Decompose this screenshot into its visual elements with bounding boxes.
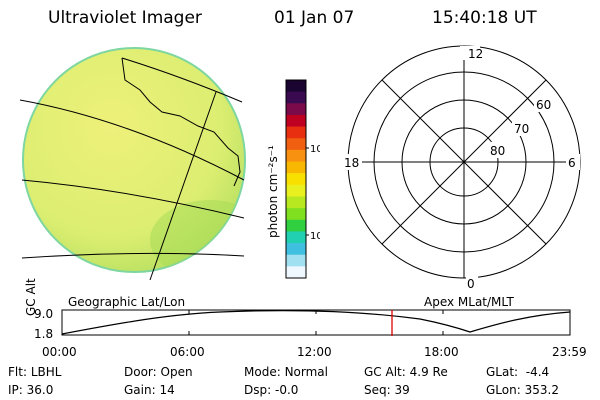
time-readout: 15:40:18 UT: [432, 8, 537, 28]
mlt-label-6: 6: [568, 156, 576, 170]
colorbar-band: [286, 103, 306, 116]
mlt-label-18: 18: [344, 156, 359, 170]
date-readout: 01 Jan 07: [274, 8, 355, 28]
colorbar: 100 10 photon cm⁻²s⁻¹: [266, 79, 320, 279]
info-mode-value: Normal: [284, 365, 328, 379]
colorbar-band: [286, 161, 306, 174]
info-glon-value: 353.2: [524, 383, 559, 397]
timeline-y-bottom: 1.8: [34, 327, 54, 341]
timeline-y-top: 9.0: [34, 307, 54, 321]
info-seq: Seq: 39: [364, 383, 410, 397]
info-door: Door: Open: [124, 365, 193, 379]
uv-image-panel: [19, 47, 246, 281]
info-door-value: Open: [160, 365, 193, 379]
colorbar-band: [286, 219, 306, 232]
timeline-tick-2359: 23:59: [552, 345, 587, 359]
altitude-curve: [61, 310, 571, 335]
colorbar-band: [286, 196, 306, 209]
timeline-right-title: Apex MLat/MLT: [424, 295, 514, 309]
info-gain-value: 14: [159, 383, 175, 397]
timeline-plot: [61, 309, 571, 336]
colorbar-band: [286, 243, 306, 256]
colorbar-unit-label: photon cm⁻²s⁻¹: [266, 145, 280, 238]
mlat-label-70: 70: [514, 122, 529, 136]
info-gc-alt: GC Alt: 4.9 Re: [364, 365, 448, 379]
colorbar-band: [286, 91, 306, 104]
timeline-tick-0000: 00:00: [42, 345, 77, 359]
info-filter: Flt: LBHL: [8, 365, 62, 379]
mlt-label-0: 0: [467, 277, 475, 291]
colorbar-band: [286, 184, 306, 197]
colorbar-band: [286, 126, 306, 139]
timeline-tick-0600: 06:00: [170, 345, 205, 359]
polar-grid: [347, 45, 581, 279]
colorbar-tick-100: 100: [310, 144, 320, 155]
colorbar-band: [286, 173, 306, 186]
colorbar-band: [286, 266, 306, 279]
lat-lon-grid: [19, 57, 245, 281]
mlat-label-80: 80: [490, 144, 505, 158]
info-seq-value: 39: [394, 383, 410, 397]
colorbar-band: [286, 254, 306, 267]
mlt-label-12: 12: [468, 47, 483, 61]
colorbar-band: [286, 208, 306, 221]
info-dsp-value: -0.0: [274, 383, 299, 397]
colorbar-band: [286, 80, 306, 93]
info-glon: GLon: 353.2: [486, 383, 559, 397]
info-gc-alt-value: 4.9 Re: [409, 365, 448, 379]
info-glat-value: -4.4: [525, 365, 550, 379]
colorbar-band: [286, 149, 306, 163]
timeline-tick-1800: 18:00: [424, 345, 459, 359]
mlat-label-60: 60: [536, 98, 551, 112]
app-title: Ultraviolet Imager: [48, 8, 202, 28]
polar-plot: 12 18 6 0 60 70 80: [342, 45, 581, 291]
colorbar-tick-10: 10: [310, 231, 320, 242]
info-filter-value: LBHL: [30, 365, 62, 379]
info-gain: Gain: 14: [124, 383, 175, 397]
info-glat: GLat: -4.4: [486, 365, 550, 379]
info-ip-value: 36.0: [26, 383, 54, 397]
info-ip: IP: 36.0: [8, 383, 54, 397]
colorbar-band: [286, 231, 306, 244]
colorbar-band: [286, 138, 306, 151]
info-dsp: Dsp: -0.0: [244, 383, 299, 397]
timeline-tick-1200: 12:00: [297, 345, 332, 359]
timeline-left-title: Geographic Lat/Lon: [68, 295, 186, 309]
colorbar-band: [286, 114, 306, 128]
info-mode: Mode: Normal: [244, 365, 328, 379]
